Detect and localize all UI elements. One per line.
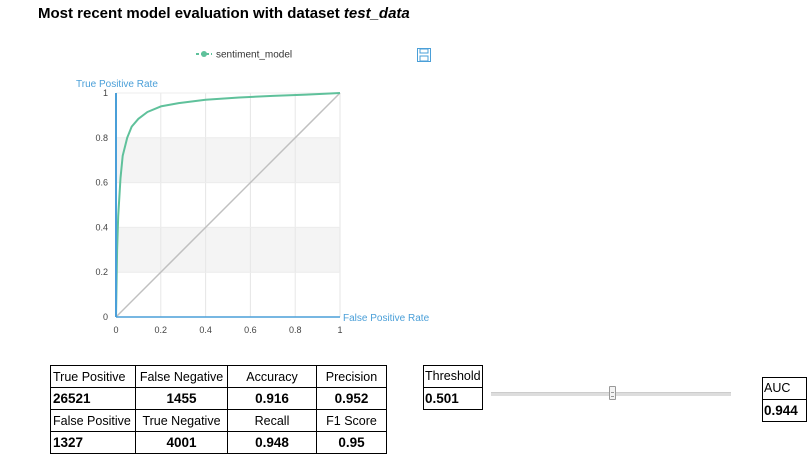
legend-label: sentiment_model xyxy=(216,50,292,61)
roc-curve xyxy=(115,92,341,318)
plot-band xyxy=(116,137,340,183)
dataset-name: test_data xyxy=(343,5,410,22)
x-tick-label: 0 xyxy=(113,325,118,335)
auc-label: AUC xyxy=(763,378,806,400)
x-tick-label: 1 xyxy=(337,325,342,335)
auc-box: AUC 0.944 xyxy=(762,377,807,422)
true-positive-label: True Positive xyxy=(50,365,136,388)
accuracy-label: Accuracy xyxy=(227,365,317,388)
false-negative-label: False Negative xyxy=(135,365,228,388)
page-title: Most recent model evaluation with datase… xyxy=(38,5,410,22)
precision-value: 0.952 xyxy=(316,387,387,410)
accuracy-value: 0.916 xyxy=(227,387,317,410)
table-row: True Positive False Negative Accuracy Pr… xyxy=(50,365,387,388)
y-tick-label: 0.4 xyxy=(95,222,108,232)
recall-label: Recall xyxy=(227,409,317,432)
true-negative-value: 4001 xyxy=(135,431,228,454)
false-negative-value: 1455 xyxy=(135,387,228,410)
y-tick-label: 0.6 xyxy=(95,178,108,188)
threshold-label: Threshold xyxy=(424,366,482,388)
reference-line xyxy=(115,92,341,318)
threshold-slider[interactable] xyxy=(491,385,731,403)
table-row: 26521 1455 0.916 0.952 xyxy=(50,387,387,410)
legend-swatch-marker xyxy=(201,51,207,57)
x-tick-label: 0.4 xyxy=(199,325,212,335)
false-positive-label: False Positive xyxy=(50,409,136,432)
threshold-box: Threshold 0.501 xyxy=(423,365,483,410)
save-icon[interactable] xyxy=(417,48,431,62)
x-axis-label: False Positive Rate xyxy=(343,313,430,324)
y-tick-label: 0 xyxy=(103,312,108,322)
threshold-value: 0.501 xyxy=(425,391,459,406)
f1-score-label: F1 Score xyxy=(316,409,387,432)
table-row: 1327 4001 0.948 0.95 xyxy=(50,431,387,454)
y-axis-label: True Positive Rate xyxy=(76,79,158,90)
f1-score-value: 0.95 xyxy=(316,431,387,454)
false-positive-value: 1327 xyxy=(50,431,136,454)
x-tick-label: 0.2 xyxy=(155,325,168,335)
true-negative-label: True Negative xyxy=(135,409,228,432)
page-title-prefix: Most recent model evaluation with datase… xyxy=(38,5,344,22)
y-tick-label: 0.8 xyxy=(95,133,108,143)
precision-label: Precision xyxy=(316,365,387,388)
recall-value: 0.948 xyxy=(227,431,317,454)
auc-value: 0.944 xyxy=(764,403,798,418)
metrics-table: True Positive False Negative Accuracy Pr… xyxy=(50,365,387,454)
true-positive-value: 26521 xyxy=(50,387,136,410)
y-tick-label: 1 xyxy=(103,88,108,98)
slider-handle[interactable] xyxy=(608,386,616,400)
x-tick-label: 0.8 xyxy=(289,325,302,335)
y-tick-label: 0.2 xyxy=(95,267,108,277)
x-tick-label: 0.6 xyxy=(244,325,257,335)
table-row: False Positive True Negative Recall F1 S… xyxy=(50,409,387,432)
plot-band xyxy=(116,227,340,273)
